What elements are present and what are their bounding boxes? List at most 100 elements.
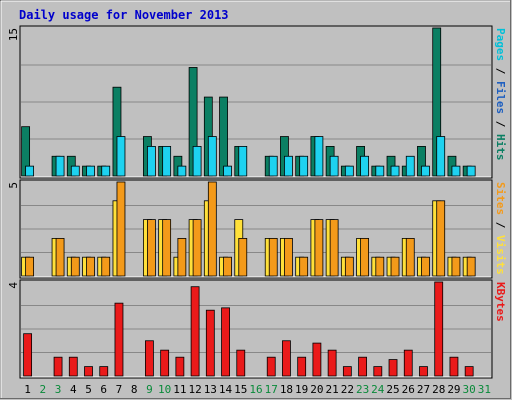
bar-kbytes-day-14 [221,307,230,377]
bar-sites-day-17 [268,237,278,277]
legend-part: Visits [494,235,507,275]
y-max-label: 15 [7,28,20,41]
bar-files-day-30 [466,165,476,177]
bar-hits-day-14 [219,96,228,177]
bar-files-day-24 [375,165,385,177]
bar-sites-day-11 [177,237,187,277]
legend-part: / [494,215,507,235]
bar-files-day-21 [329,155,339,177]
x-tick-label-day-13: 13 [204,383,217,396]
legend-kbytes: KBytes [494,282,507,322]
bar-files-day-11 [177,165,187,177]
bar-kbytes-day-5 [84,366,93,377]
bar-kbytes-day-29 [449,356,459,377]
bar-sites-day-28 [436,200,446,277]
bar-kbytes-day-30 [464,366,474,377]
bar-sites-day-23 [360,237,369,277]
bar-kbytes-day-4 [68,356,78,377]
bar-kbytes-day-27 [419,366,428,377]
bar-files-day-27 [421,165,430,177]
x-axis-labels: 1 2 3 4 5 6 7 8 9 10 11 12 13 14 15 16 17 18 19 20 21 22 23 24 2… [24,383,491,396]
x-tick-label-day-25: 25 [386,383,399,396]
x-tick-label-day-7: 7 [116,383,123,396]
x-tick-label-day-23: 23 [356,383,369,396]
bar-kbytes-day-24 [373,366,383,377]
bar-sites-day-27 [421,256,430,277]
x-tick-label-day-6: 6 [100,383,107,396]
bar-files-day-5 [86,165,95,177]
bar-kbytes-day-9 [145,340,154,377]
bar-files-day-6 [101,165,111,177]
bar-files-day-29 [451,165,461,177]
bar-kbytes-day-25 [388,359,398,377]
bar-kbytes-day-13 [205,309,215,377]
bar-sites-day-10 [162,219,172,277]
x-tick-label-day-24: 24 [371,383,385,396]
x-tick-label-day-9: 9 [146,383,153,396]
bar-files-day-17 [268,155,278,177]
chart-panels: 15 Pages / Files / Hits 5 Sites / Visits 4 KB… [7,25,507,379]
bar-sites-day-15 [238,237,248,277]
bar-sites-day-22 [344,256,354,277]
x-tick-label-day-19: 19 [295,383,308,396]
bar-sites-day-12 [192,219,202,277]
bar-files-day-1 [25,165,35,177]
chart-title: Daily usage for November 2013 [19,8,229,22]
bar-sites-day-3 [55,237,65,277]
bar-sites-day-25 [390,256,400,277]
x-tick-label-day-1: 1 [24,383,31,396]
legend-part: KBytes [494,282,507,322]
bar-kbytes-day-20 [312,342,322,377]
bar-sites-day-19 [299,256,309,277]
bar-sites-day-14 [223,256,232,277]
bar-kbytes-day-22 [342,366,352,377]
bar-kbytes-day-11 [175,356,185,377]
x-tick-label-day-18: 18 [280,383,293,396]
bar-sites-day-26 [405,237,415,277]
bar-sites-day-30 [466,256,476,277]
bar-files-day-22 [344,165,354,177]
legend-part: Files [494,81,507,114]
x-tick-label-day-12: 12 [188,383,201,396]
bar-files-day-15 [238,145,248,177]
y-max-label: 4 [7,282,20,289]
x-tick-label-day-31: 31 [478,383,491,396]
bar-sites-day-20 [314,219,324,277]
x-tick-label-day-26: 26 [402,383,415,396]
bar-kbytes-day-19 [297,356,307,377]
x-tick-label-day-29: 29 [447,383,460,396]
x-tick-label-day-21: 21 [326,383,339,396]
x-tick-label-day-22: 22 [341,383,354,396]
x-tick-label-day-28: 28 [432,383,445,396]
x-tick-label-day-4: 4 [70,383,77,396]
bar-kbytes-day-7 [114,302,124,377]
bar-kbytes-day-23 [358,356,367,377]
x-tick-label-day-10: 10 [158,383,171,396]
bar-files-day-26 [405,155,415,177]
bar-sites-day-5 [86,256,95,277]
legend-visits-sites: Sites / Visits [494,182,507,275]
x-tick-label-day-15: 15 [234,383,247,396]
bar-kbytes-day-3 [53,356,63,377]
x-tick-label-day-5: 5 [85,383,92,396]
x-tick-label-day-11: 11 [173,383,186,396]
bar-files-day-12 [192,145,202,177]
bar-files-day-25 [390,165,400,177]
bar-files-day-28 [436,136,446,177]
x-tick-label-day-27: 27 [417,383,430,396]
x-tick-label-day-20: 20 [310,383,323,396]
legend-part: Pages [494,28,507,61]
bar-sites-day-6 [101,256,111,277]
panel-kbytes: 4 KBytes [7,279,507,379]
bar-files-day-19 [299,155,309,177]
panel-visits-sites: 5 Sites / Visits [7,179,507,279]
bar-kbytes-day-17 [266,356,276,377]
bar-kbytes-day-18 [282,340,291,377]
legend-hits-files-pages: Pages / Files / Hits [494,28,507,161]
bar-kbytes-day-15 [236,349,246,377]
bar-files-day-9 [147,145,156,177]
bar-sites-day-29 [451,256,461,277]
x-tick-label-day-8: 8 [131,383,138,396]
bar-sites-day-24 [375,256,385,277]
